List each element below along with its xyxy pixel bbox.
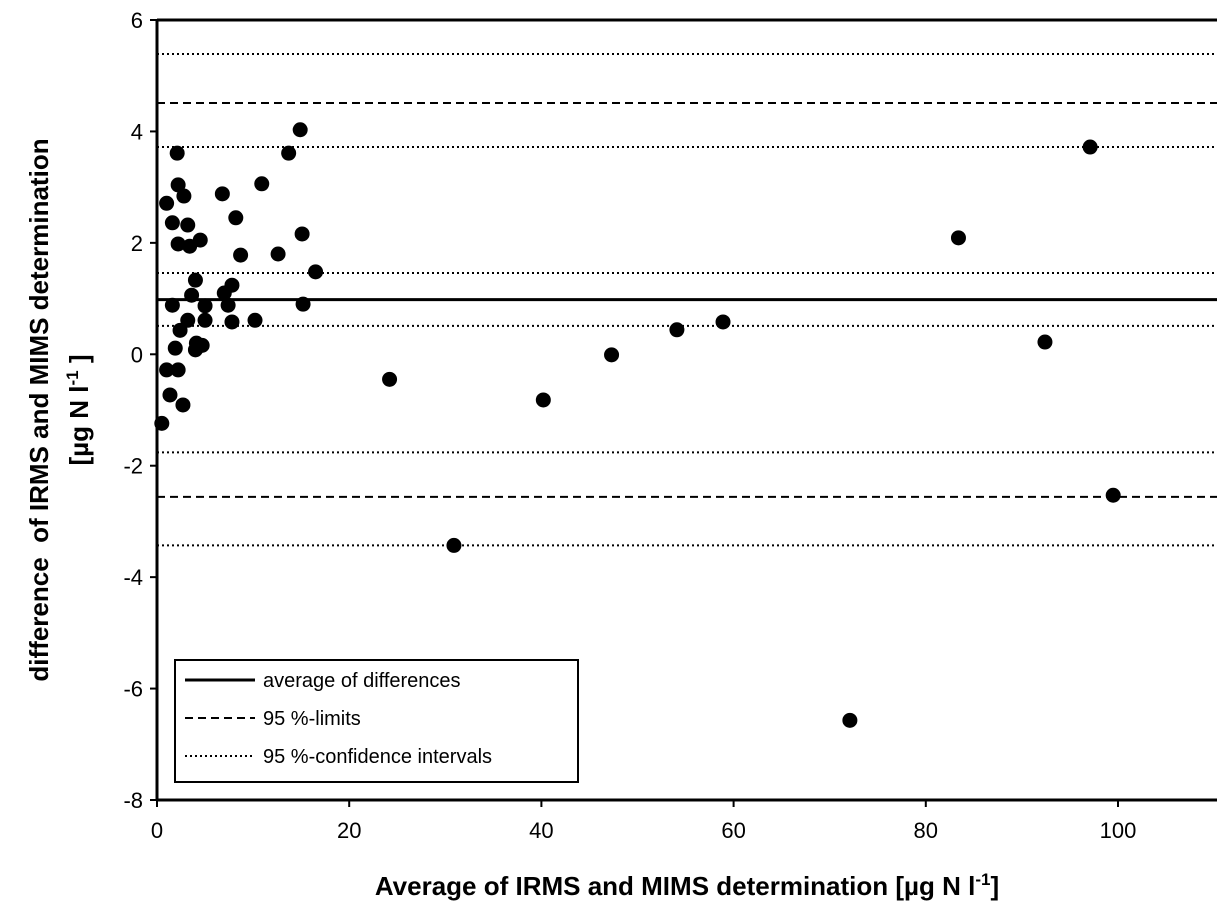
y-tick-label: 4	[131, 119, 143, 144]
point	[197, 312, 213, 328]
point	[170, 236, 186, 252]
point	[233, 247, 249, 263]
x-tick-label: 60	[721, 818, 745, 843]
point	[228, 210, 244, 226]
point	[308, 264, 324, 280]
point	[164, 215, 180, 231]
point	[224, 277, 240, 293]
legend-label: 95 %-confidence intervals	[263, 746, 492, 768]
legend-label: average of differences	[263, 670, 461, 692]
point	[1037, 334, 1053, 350]
point	[159, 195, 175, 211]
point	[535, 392, 551, 408]
point	[842, 712, 858, 728]
y-tick-label: -2	[123, 454, 143, 479]
point	[180, 312, 196, 328]
x-tick-label: 40	[529, 818, 553, 843]
y-tick-label: 2	[131, 231, 143, 256]
x-tick-label: 80	[914, 818, 938, 843]
point	[167, 340, 183, 356]
y-tick-label: 0	[131, 342, 143, 367]
point	[292, 122, 308, 138]
point	[154, 415, 170, 431]
point	[715, 314, 731, 330]
point	[159, 362, 175, 378]
point	[950, 230, 966, 246]
point	[194, 337, 210, 353]
point	[187, 272, 203, 288]
x-label-text: ]	[990, 871, 999, 901]
x-label-text: Average of IRMS and MIMS determination […	[375, 871, 976, 901]
point	[294, 226, 310, 242]
point	[281, 145, 297, 161]
y-tick-label: 6	[131, 8, 143, 33]
point	[295, 296, 311, 312]
x-tick-label: 20	[337, 818, 361, 843]
y-tick-label: -4	[123, 565, 143, 590]
point	[176, 188, 192, 204]
y-axis-label: difference of IRMS and MIMS determinatio…	[24, 138, 54, 681]
y-label-text: ]	[64, 355, 94, 371]
x-axis-label: Average of IRMS and MIMS determination […	[375, 870, 999, 901]
point	[224, 314, 240, 330]
y-label-sup: -1	[63, 370, 82, 385]
point	[1105, 487, 1121, 503]
point	[604, 347, 620, 363]
y-axis-label: [µg N l-1 ]	[63, 355, 94, 466]
point	[1082, 139, 1098, 155]
point	[220, 297, 236, 313]
point	[180, 217, 196, 233]
point	[164, 297, 180, 313]
point	[247, 312, 263, 328]
point	[162, 387, 178, 403]
point	[170, 362, 186, 378]
y-tick-label: -6	[123, 677, 143, 702]
point	[192, 232, 208, 248]
point	[214, 186, 230, 202]
point	[669, 322, 685, 338]
x-tick-label: 0	[151, 818, 163, 843]
x-label-sup: -1	[975, 870, 990, 889]
point	[446, 537, 462, 553]
point	[197, 298, 213, 314]
x-tick-label: 100	[1100, 818, 1137, 843]
point	[270, 246, 286, 262]
point	[169, 145, 185, 161]
point	[184, 287, 200, 303]
legend-label: 95 %-limits	[263, 708, 361, 730]
y-label-text: [µg N l	[64, 386, 94, 466]
point	[175, 397, 191, 413]
point	[254, 176, 270, 192]
y-tick-label: -8	[123, 788, 143, 813]
point	[382, 371, 398, 387]
point	[170, 177, 186, 193]
